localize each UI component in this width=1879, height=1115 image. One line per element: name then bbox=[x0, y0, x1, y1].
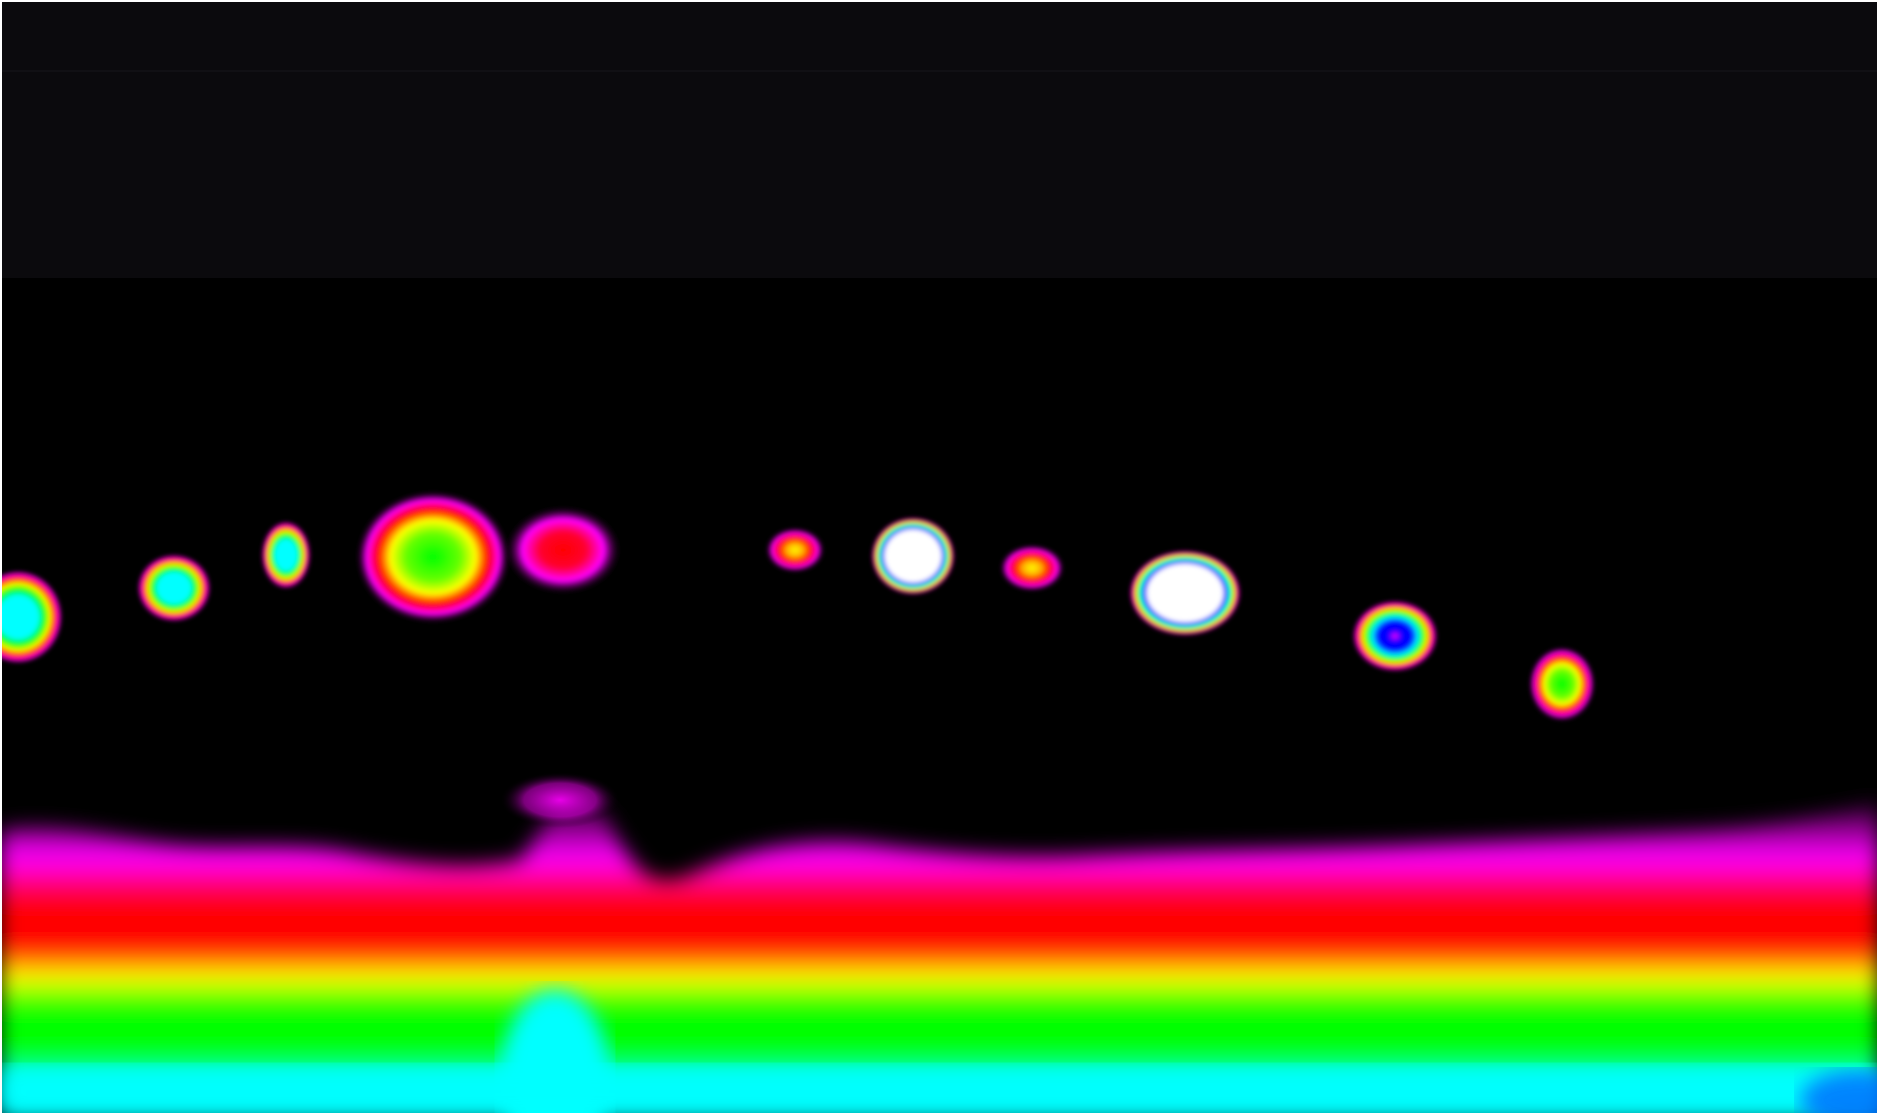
spot-3 bbox=[262, 522, 310, 588]
spot-2 bbox=[138, 555, 210, 621]
heat-haze bbox=[500, 772, 620, 828]
spot-9 bbox=[1130, 551, 1240, 635]
spot-11 bbox=[1529, 647, 1595, 721]
heat-band bbox=[2, 787, 1877, 1113]
spot-1 bbox=[2, 571, 62, 663]
spot-7 bbox=[872, 518, 954, 594]
spot-6 bbox=[766, 528, 824, 572]
spot-10 bbox=[1353, 601, 1437, 671]
spot-5 bbox=[505, 506, 621, 594]
spot-4 bbox=[356, 491, 510, 623]
header-band bbox=[2, 2, 1877, 278]
spot-8 bbox=[1000, 545, 1064, 591]
